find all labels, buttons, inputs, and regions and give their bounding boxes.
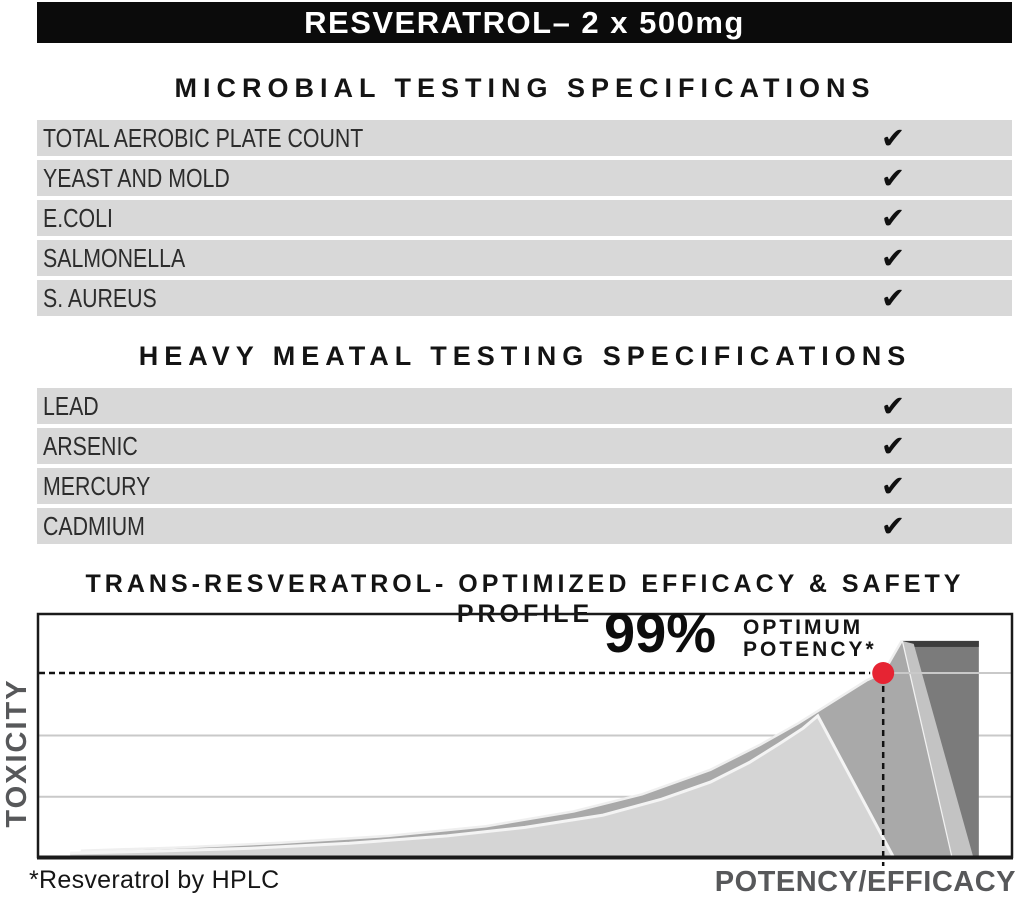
- spec-label: ARSENIC: [43, 431, 138, 461]
- optimum-label-line1: OPTIMUM: [743, 616, 864, 639]
- spec-label: TOTAL AEROBIC PLATE COUNT: [43, 123, 364, 153]
- heavy-metal-heading: HEAVY MEATAL TESTING SPECIFICATIONS: [138, 341, 912, 371]
- table-row: TOTAL AEROBIC PLATE COUNT ✔: [37, 120, 1012, 156]
- spec-label: CADMIUM: [43, 511, 145, 541]
- check-icon: ✔: [880, 281, 906, 315]
- check-icon: ✔: [880, 509, 906, 543]
- chart-footnote: *Resveratrol by HPLC: [29, 866, 280, 894]
- table-row: YEAST AND MOLD ✔: [37, 160, 1012, 196]
- check-icon: ✔: [880, 469, 906, 503]
- product-title: RESVERATROL– 2 x 500mg: [304, 4, 745, 40]
- table-row: SALMONELLA ✔: [37, 240, 1012, 276]
- table-row: ARSENIC ✔: [37, 428, 1012, 464]
- microbial-heading: MICROBIAL TESTING SPECIFICATIONS: [174, 73, 876, 103]
- table-row: S. AUREUS ✔: [37, 280, 1012, 316]
- heavy-metal-table: LEAD ✔ ARSENIC ✔ MERCURY ✔ CADMIUM ✔: [37, 388, 1012, 544]
- spec-label: SALMONELLA: [43, 243, 186, 273]
- table-row: MERCURY ✔: [37, 468, 1012, 504]
- optimum-label-line2: POTENCY*: [743, 638, 877, 661]
- table-row: LEAD ✔: [37, 388, 1012, 424]
- y-axis-label: TOXICITY: [1, 678, 33, 828]
- efficacy-safety-chart: [36, 612, 1014, 866]
- check-icon: ✔: [880, 161, 906, 195]
- microbial-table: TOTAL AEROBIC PLATE COUNT ✔ YEAST AND MOLD…: [37, 120, 1012, 316]
- spec-label: S. AUREUS: [43, 283, 157, 313]
- spec-label: YEAST AND MOLD: [43, 163, 230, 193]
- check-icon: ✔: [880, 389, 906, 423]
- table-row: CADMIUM ✔: [37, 508, 1012, 544]
- check-icon: ✔: [880, 201, 906, 235]
- check-icon: ✔: [880, 121, 906, 155]
- optimum-percent-value: 99%: [604, 601, 717, 664]
- check-icon: ✔: [880, 429, 906, 463]
- product-title-bar: RESVERATROL– 2 x 500mg: [37, 2, 1012, 43]
- spec-label: MERCURY: [43, 471, 151, 501]
- spec-label: LEAD: [43, 391, 99, 421]
- spec-label: E.COLI: [43, 203, 113, 233]
- optimum-point-marker: [872, 662, 895, 685]
- x-axis-label: POTENCY/EFFICACY: [714, 866, 1016, 898]
- optimum-potency-label: OPTIMUM POTENCY*: [743, 617, 877, 661]
- check-icon: ✔: [880, 241, 906, 275]
- table-row: E.COLI ✔: [37, 200, 1012, 236]
